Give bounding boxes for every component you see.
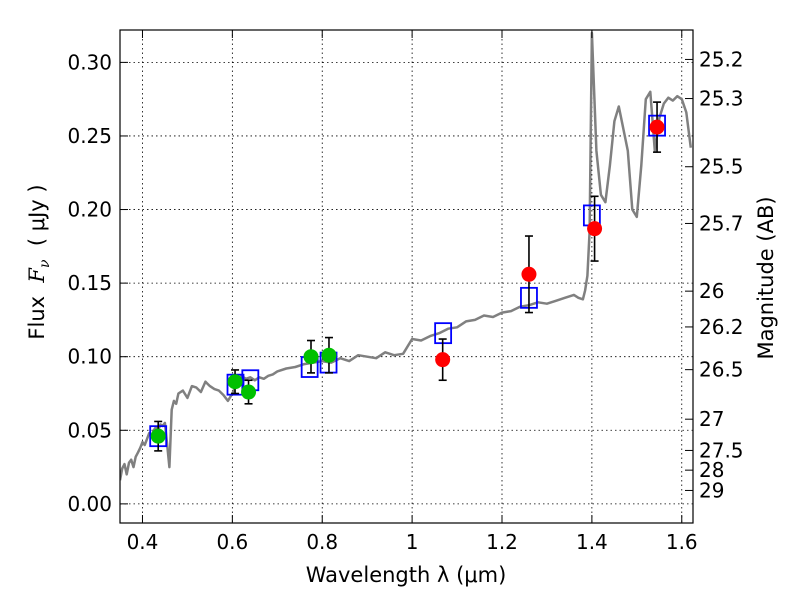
y-tick-label: 0.20 xyxy=(67,198,112,222)
magnitude-tick-label: 25.2 xyxy=(699,47,744,71)
x-axis-label: Wavelength λ (μm) xyxy=(306,563,507,587)
observed-point-red xyxy=(649,119,665,135)
x-tick-label: 1.2 xyxy=(486,530,518,554)
plot-content xyxy=(120,31,693,481)
magnitude-tick-label: 26.5 xyxy=(699,358,744,382)
observed-point-red xyxy=(521,266,537,282)
y-tick-label: 0.05 xyxy=(67,418,112,442)
y-tick-label: 0.00 xyxy=(67,492,112,516)
observed-point-green xyxy=(303,349,319,365)
plot-area xyxy=(120,30,693,523)
observed-point-green xyxy=(321,347,337,363)
y-axis-label-symbol: F xyxy=(25,267,49,284)
x-tick-label: 1.6 xyxy=(666,530,698,554)
x-tick-labels: 0.4 0.6 0.8 1 1.2 1.4 1.6 xyxy=(127,530,698,554)
y-axis-label-prefix: Flux xyxy=(25,283,49,340)
x-tick-label: 0.4 xyxy=(127,530,159,554)
magnitude-tick-label: 27 xyxy=(699,407,724,431)
x-tick-label: 0.6 xyxy=(216,530,248,554)
x-tick-label: 1 xyxy=(406,530,419,554)
y-tick-label: 0.15 xyxy=(67,271,112,295)
tick-marks xyxy=(120,30,693,523)
y-axis-label: Flux Fν ( μJy ) xyxy=(25,184,53,339)
magnitude-tick-label: 25.3 xyxy=(699,87,744,111)
observed-point-green xyxy=(150,428,166,444)
plot-frame xyxy=(119,29,694,524)
y-tick-label: 0.25 xyxy=(67,124,112,148)
magnitude-tick-label: 28 xyxy=(699,458,724,482)
grid-lines xyxy=(120,30,693,523)
y-tick-label: 0.30 xyxy=(67,50,112,74)
y2-axis-label: Magnitude (AB) xyxy=(754,196,778,359)
observed-point-green xyxy=(241,384,257,400)
magnitude-tick-label: 27.5 xyxy=(699,438,744,462)
x-tick-label: 0.8 xyxy=(306,530,338,554)
observed-point-red xyxy=(435,352,451,368)
magnitude-tick-label: 29 xyxy=(699,478,724,502)
observed-point-green xyxy=(227,374,243,390)
magnitude-tick-label: 26 xyxy=(699,279,724,303)
y-axis-label-subscript: ν xyxy=(37,259,53,268)
y-tick-label: 0.10 xyxy=(67,345,112,369)
magnitude-tick-label: 25.7 xyxy=(699,211,744,235)
y-axis-label-suffix: ( μJy ) xyxy=(25,184,49,259)
y-tick-labels: 0.00 0.05 0.10 0.15 0.20 0.25 0.30 xyxy=(67,50,112,515)
magnitude-tick-label: 25.5 xyxy=(699,155,744,179)
observed-point-red xyxy=(587,221,603,237)
magnitude-tick-label: 26.2 xyxy=(699,315,744,339)
x-tick-label: 1.4 xyxy=(576,530,608,554)
